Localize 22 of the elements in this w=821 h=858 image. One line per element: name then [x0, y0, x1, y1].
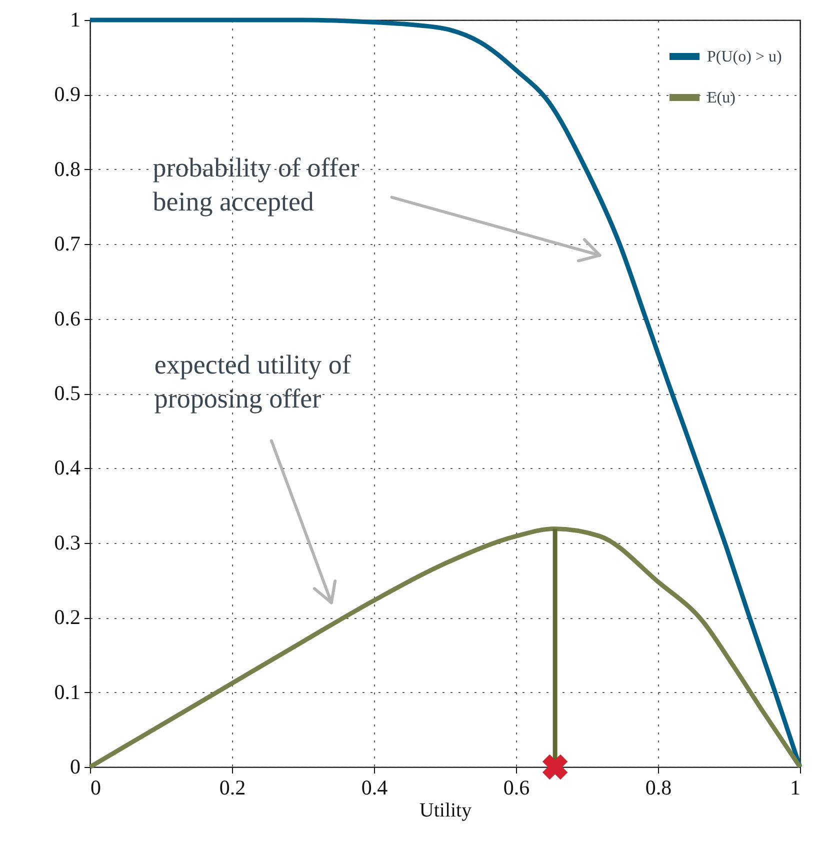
x-tick-label: 0.4: [361, 776, 388, 800]
y-tick-label: 0.4: [54, 456, 81, 480]
y-tick-label: 1: [70, 8, 80, 32]
x-axis-title: Utility: [419, 800, 472, 822]
annotation: probability of offer being accepted: [152, 152, 360, 216]
x-tick-label: 1: [790, 776, 800, 800]
y-tick-label: 0.3: [54, 530, 80, 554]
y-tick-label: 0.2: [54, 605, 80, 630]
y-tick-label: 0.6: [54, 306, 80, 330]
y-tick-label: 0.8: [54, 156, 80, 181]
x-tick-label: 0.6: [503, 776, 530, 800]
y-tick-label: 0.9: [54, 82, 80, 106]
legend-label: P(U(o) > u): [707, 48, 782, 66]
y-tick-label: 0: [70, 754, 80, 778]
x-tick-label: 0: [90, 776, 101, 800]
legend-label: E(u): [707, 90, 736, 106]
x-tick-label: 0.8: [645, 776, 672, 800]
y-tick-label: 0.7: [54, 232, 80, 256]
annotation: expected utility of proposing offer: [154, 350, 351, 414]
y-tick-label: 0.5: [54, 381, 80, 405]
x-tick-label: 0.2: [219, 776, 246, 800]
y-tick-label: 0.1: [54, 680, 80, 704]
